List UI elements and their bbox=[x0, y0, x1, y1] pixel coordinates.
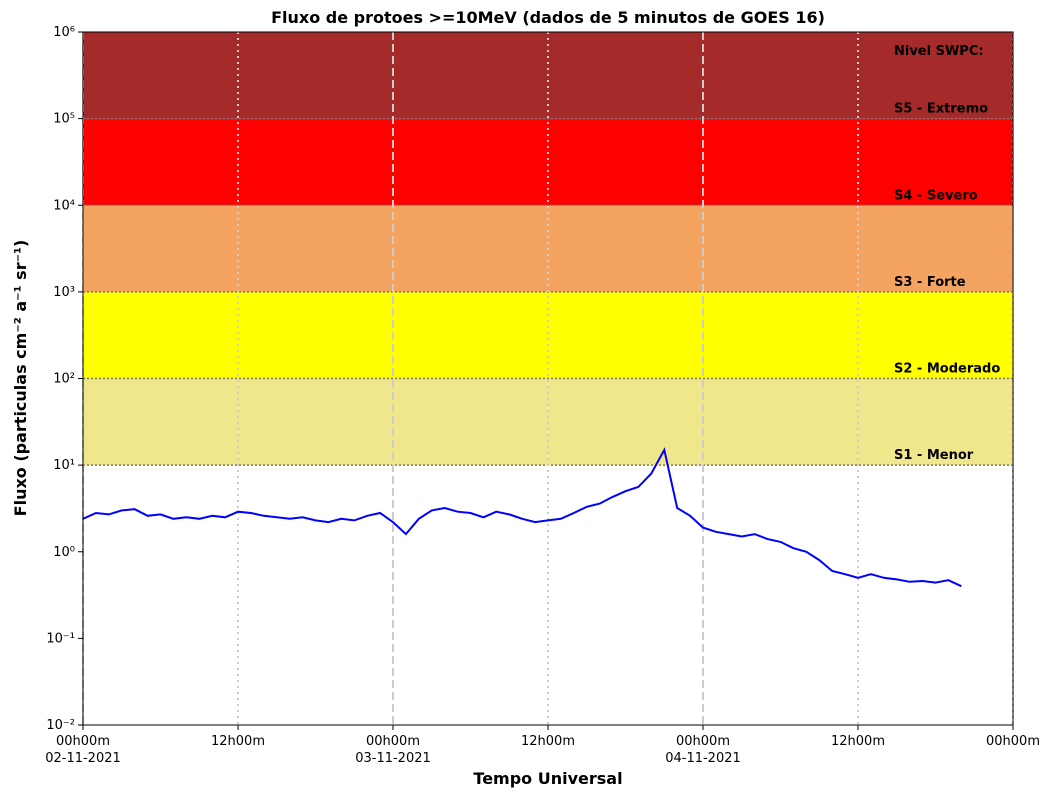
plot-frame bbox=[82, 31, 1014, 726]
y-tick-label: 10³ bbox=[53, 285, 75, 300]
level-label: S3 - Forte bbox=[894, 275, 966, 290]
level-label: S4 - Severo bbox=[894, 188, 978, 203]
x-axis-label: Tempo Universal bbox=[473, 769, 622, 788]
y-tick-label: 10⁶ bbox=[53, 25, 75, 40]
x-tick-label: 12h00m bbox=[831, 734, 885, 749]
x-tick-label: 12h00m bbox=[521, 734, 575, 749]
y-tick-label: 10⁻² bbox=[46, 718, 75, 733]
y-axis-label: Fluxo (particulas cm⁻² a⁻¹ sr⁻¹) bbox=[11, 240, 30, 517]
x-tick-label: 00h00m 03-11-2021 bbox=[355, 734, 431, 766]
y-tick-label: 10¹ bbox=[53, 458, 75, 473]
level-band bbox=[83, 118, 1013, 206]
y-tick-label: 10⁵ bbox=[53, 112, 75, 127]
level-label: S2 - Moderado bbox=[894, 362, 1000, 377]
data-line bbox=[82, 447, 962, 588]
y-tick-label: 10⁰ bbox=[53, 545, 75, 560]
chart-title: Fluxo de protoes >=10MeV (dados de 5 min… bbox=[271, 8, 825, 27]
level-label: S1 - Menor bbox=[894, 448, 974, 463]
x-tick-label: 00h00m 04-11-2021 bbox=[665, 734, 741, 766]
x-tick-label: 00h00m bbox=[986, 734, 1040, 749]
y-tick-label: 10⁴ bbox=[53, 198, 75, 213]
x-tick-label: 12h00m bbox=[211, 734, 265, 749]
level-band bbox=[83, 291, 1013, 379]
x-tick-label: 00h00m 02-11-2021 bbox=[45, 734, 121, 766]
level-label: S5 - Extremo bbox=[894, 102, 988, 117]
y-tick-label: 10² bbox=[53, 372, 75, 387]
y-tick-label: 10⁻¹ bbox=[46, 631, 75, 646]
legend-title: Nivel SWPC: bbox=[894, 44, 984, 59]
